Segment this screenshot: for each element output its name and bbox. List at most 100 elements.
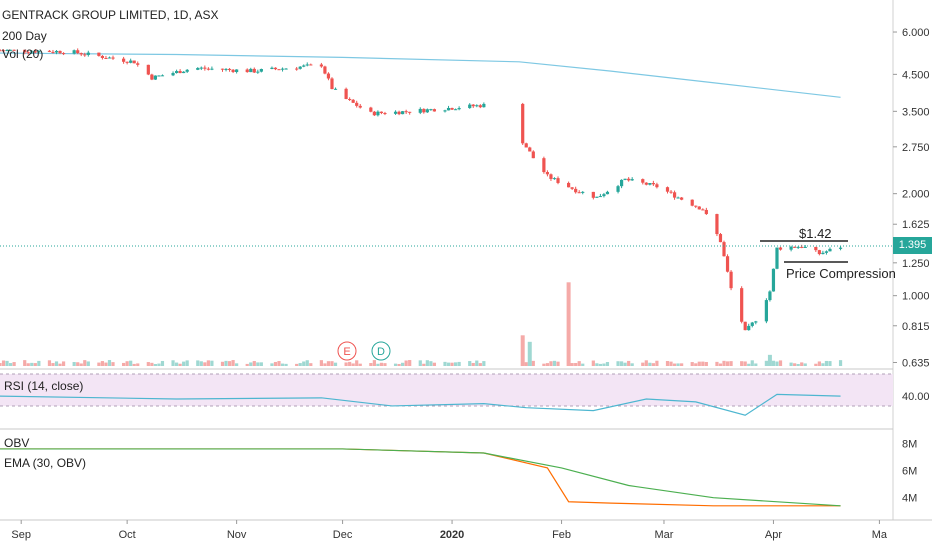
candle-body	[672, 192, 677, 198]
volume-bar	[146, 362, 150, 366]
volume-bar	[605, 362, 610, 366]
candle-body	[79, 53, 83, 55]
volume-bar	[397, 363, 401, 366]
candle-body	[549, 174, 553, 179]
candle-body	[182, 71, 186, 74]
candle-body	[725, 256, 730, 272]
volume-bar	[333, 362, 338, 366]
candle-body	[429, 109, 433, 111]
candle-body	[556, 178, 560, 183]
candle-body	[344, 88, 348, 99]
volume-bar	[531, 360, 535, 366]
price-tick-label: 2.000	[902, 189, 930, 201]
candle-body	[330, 78, 334, 90]
volume-bar	[552, 360, 557, 366]
volume-bar	[764, 360, 768, 366]
candle-body	[227, 68, 232, 70]
obv-lines	[0, 448, 841, 507]
volume-bar	[277, 361, 281, 366]
candle-body	[54, 50, 59, 53]
candle-body	[619, 179, 624, 187]
candle-body	[817, 250, 821, 255]
volume-bar	[344, 362, 348, 366]
candle-body	[422, 108, 426, 113]
volume-bar	[249, 362, 253, 366]
volume-bar	[549, 361, 553, 366]
volume-bar	[0, 363, 2, 366]
candle-body	[348, 98, 352, 100]
candle-body	[326, 73, 331, 79]
ma-200-line-group	[0, 52, 841, 98]
volume-bar	[828, 361, 832, 366]
candle-body	[220, 68, 225, 70]
candle-body	[644, 182, 648, 185]
price-tick-label: 3.500	[902, 106, 930, 118]
volume-bar	[97, 362, 101, 366]
volume-bar	[824, 360, 829, 366]
volume-bar	[450, 362, 454, 366]
volume-bar	[199, 361, 203, 366]
volume-bar	[418, 360, 422, 366]
volume-bar	[393, 363, 398, 366]
candle-body	[623, 178, 627, 180]
candle-body	[132, 60, 136, 64]
candle-body	[107, 57, 112, 59]
volume-bar	[432, 362, 437, 366]
volume-bar	[150, 362, 154, 366]
candle-body	[824, 251, 829, 253]
volume-bar	[704, 361, 708, 366]
volume-bar	[305, 360, 309, 366]
candle-body	[83, 54, 87, 56]
time-tick-label: Nov	[227, 529, 247, 541]
candle-body	[206, 68, 210, 70]
volume-spike	[520, 335, 525, 366]
candle-body	[23, 49, 27, 53]
volume-bar	[8, 363, 13, 366]
candle-body	[129, 60, 133, 63]
candle-body	[26, 52, 30, 54]
candle-body	[125, 61, 129, 63]
candle-body	[86, 52, 90, 55]
candle-body	[828, 248, 832, 252]
candle-body	[280, 68, 285, 70]
earnings-marker[interactable]	[337, 341, 357, 361]
volume-bar	[722, 360, 726, 366]
volume-bar	[694, 363, 698, 366]
candle-body	[393, 111, 398, 114]
volume-bar	[602, 363, 606, 366]
volume-bar	[358, 363, 362, 366]
volume-bar	[429, 361, 433, 366]
volume-bar	[47, 360, 52, 366]
volume-legend-label: Vol (20)	[2, 47, 44, 61]
candle-body	[552, 178, 557, 180]
candle-body	[694, 205, 698, 207]
volume-bar	[545, 363, 550, 366]
volume-bar	[778, 360, 783, 366]
volume-bar	[319, 360, 323, 366]
volume-bar	[619, 361, 624, 366]
candle-body	[160, 75, 165, 77]
volume-bar	[323, 363, 327, 366]
volume-bar	[676, 363, 680, 366]
candle-body	[803, 246, 807, 248]
time-tick-label: Mar	[654, 529, 673, 541]
candle-body	[665, 187, 670, 192]
volume-bar	[651, 363, 655, 366]
volume-bar	[104, 362, 108, 366]
volume-bar	[697, 361, 701, 366]
dividend-marker[interactable]	[371, 341, 391, 361]
volume-bar	[369, 363, 373, 366]
candle-body	[747, 325, 751, 331]
candle-body	[567, 182, 571, 188]
candle-body	[570, 187, 574, 189]
candle-body	[591, 191, 595, 198]
candle-body	[5, 50, 9, 52]
time-tick-label: Sep	[11, 529, 31, 541]
candle-body	[729, 271, 733, 289]
volume-bar	[627, 360, 631, 366]
earnings-marker-label: E	[343, 346, 350, 358]
candle-body	[47, 50, 52, 52]
volume-bar	[153, 363, 157, 366]
plot-area[interactable]	[0, 0, 893, 520]
